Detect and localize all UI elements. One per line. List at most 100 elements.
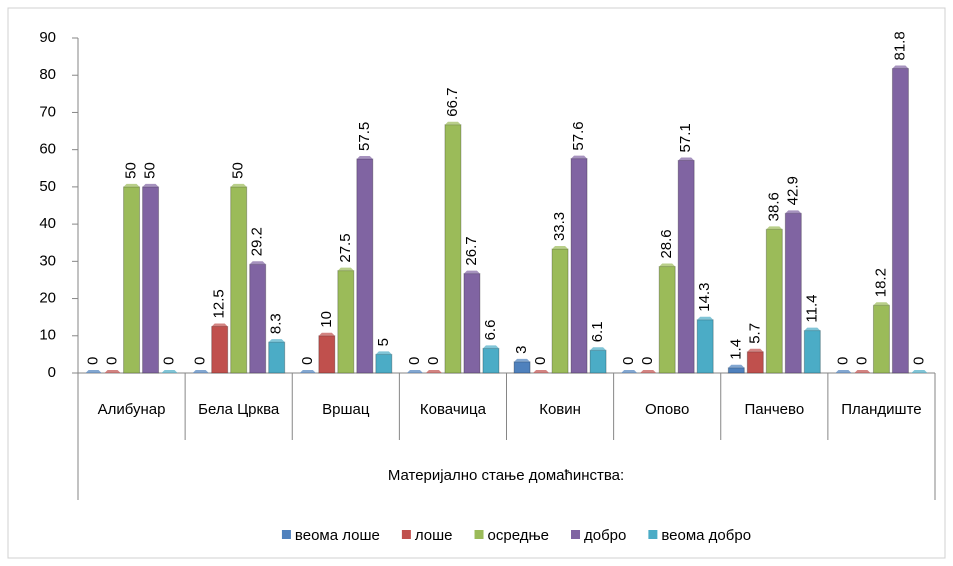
bar-top xyxy=(356,155,373,159)
bar-top xyxy=(785,210,802,214)
bar-top xyxy=(659,263,676,267)
bar-top xyxy=(375,351,392,355)
bar xyxy=(463,273,481,374)
data-label: 10 xyxy=(318,311,335,328)
data-label: 5.7 xyxy=(746,323,763,344)
bar-top xyxy=(640,370,657,373)
y-tick-label: 60 xyxy=(39,141,56,158)
bar-top xyxy=(318,332,335,336)
y-tick-label: 40 xyxy=(39,215,56,232)
data-label: 0 xyxy=(853,357,870,365)
bar xyxy=(142,186,160,374)
bar-top xyxy=(533,370,550,373)
data-label: 0 xyxy=(425,357,442,365)
data-label: 0 xyxy=(104,357,121,365)
bar xyxy=(891,68,909,374)
bar-top xyxy=(873,302,890,306)
bar xyxy=(765,228,783,374)
legend-label: веома лоше xyxy=(295,527,380,544)
bar-top xyxy=(911,370,928,373)
data-label: 0 xyxy=(161,357,178,365)
bar xyxy=(268,341,286,374)
data-label: 5 xyxy=(375,338,392,346)
data-label: 50 xyxy=(142,162,159,179)
bar-top xyxy=(621,370,638,373)
bar-top xyxy=(678,157,695,161)
bar-top xyxy=(892,65,909,69)
data-label: 0 xyxy=(639,357,656,365)
data-label: 11.4 xyxy=(803,294,820,322)
bar xyxy=(677,159,695,374)
data-label: 0 xyxy=(620,357,637,365)
bar xyxy=(696,319,714,374)
bar-top xyxy=(697,316,714,320)
bar-top xyxy=(747,348,764,352)
bar-top xyxy=(337,267,354,271)
data-label: 27.5 xyxy=(337,233,354,262)
data-label: 81.8 xyxy=(891,31,908,60)
bar xyxy=(746,351,764,374)
bar-top xyxy=(552,246,569,250)
bar-top xyxy=(482,345,499,349)
bar-top xyxy=(728,364,745,368)
y-tick-label: 70 xyxy=(39,103,56,120)
bar-top xyxy=(444,121,461,125)
legend-swatch xyxy=(401,530,411,539)
bar xyxy=(803,330,821,374)
bar xyxy=(658,266,676,374)
x-tick-label: Бела Црква xyxy=(198,401,280,418)
bar-top xyxy=(161,370,178,373)
data-label: 42.9 xyxy=(784,176,801,205)
bar xyxy=(123,186,141,374)
bar-top xyxy=(425,370,442,373)
bar-top xyxy=(230,183,247,187)
bar xyxy=(589,349,607,374)
data-label: 57.1 xyxy=(677,123,694,152)
data-label: 18.2 xyxy=(872,268,889,297)
bar-top xyxy=(142,183,159,187)
bar-top xyxy=(514,358,531,362)
bar-top xyxy=(192,370,209,373)
legend-swatch xyxy=(474,530,484,539)
data-label: 28.6 xyxy=(658,229,675,258)
x-tick-label: Вршац xyxy=(322,401,370,418)
bar-top xyxy=(766,226,783,230)
data-label: 0 xyxy=(834,357,851,365)
bar-top xyxy=(804,327,821,331)
bar-top xyxy=(299,370,316,373)
legend-label: веома добро xyxy=(661,527,751,544)
data-label: 0 xyxy=(192,357,209,365)
x-tick-label: Ковин xyxy=(539,401,581,418)
bar xyxy=(727,367,745,374)
bar-top xyxy=(854,370,871,373)
data-label: 8.3 xyxy=(268,313,285,334)
data-label: 57.6 xyxy=(570,121,587,150)
legend-label: осредње xyxy=(488,527,549,544)
y-tick-label: 50 xyxy=(39,178,56,195)
bar xyxy=(784,212,802,374)
x-tick-label: Пландиште xyxy=(841,401,921,418)
data-label: 26.7 xyxy=(463,236,480,265)
bar xyxy=(249,263,267,374)
data-label: 38.6 xyxy=(765,192,782,221)
bar xyxy=(872,304,890,374)
data-label: 0 xyxy=(299,357,316,365)
data-label: 0 xyxy=(406,357,423,365)
x-tick-label: Алибунар xyxy=(98,401,166,418)
bar xyxy=(513,361,531,374)
bar-top xyxy=(571,155,588,159)
data-label: 14.3 xyxy=(696,283,713,312)
bar-top xyxy=(211,323,228,327)
bar xyxy=(482,347,500,374)
data-label: 0 xyxy=(910,357,927,365)
data-label: 33.3 xyxy=(551,212,568,241)
bar-top xyxy=(85,370,102,373)
bar xyxy=(211,325,229,374)
data-label: 12.5 xyxy=(211,289,228,318)
bar-top xyxy=(104,370,121,373)
legend-swatch xyxy=(281,530,291,539)
data-label: 66.7 xyxy=(444,88,461,117)
bar xyxy=(375,353,393,374)
bar-top xyxy=(123,183,140,187)
